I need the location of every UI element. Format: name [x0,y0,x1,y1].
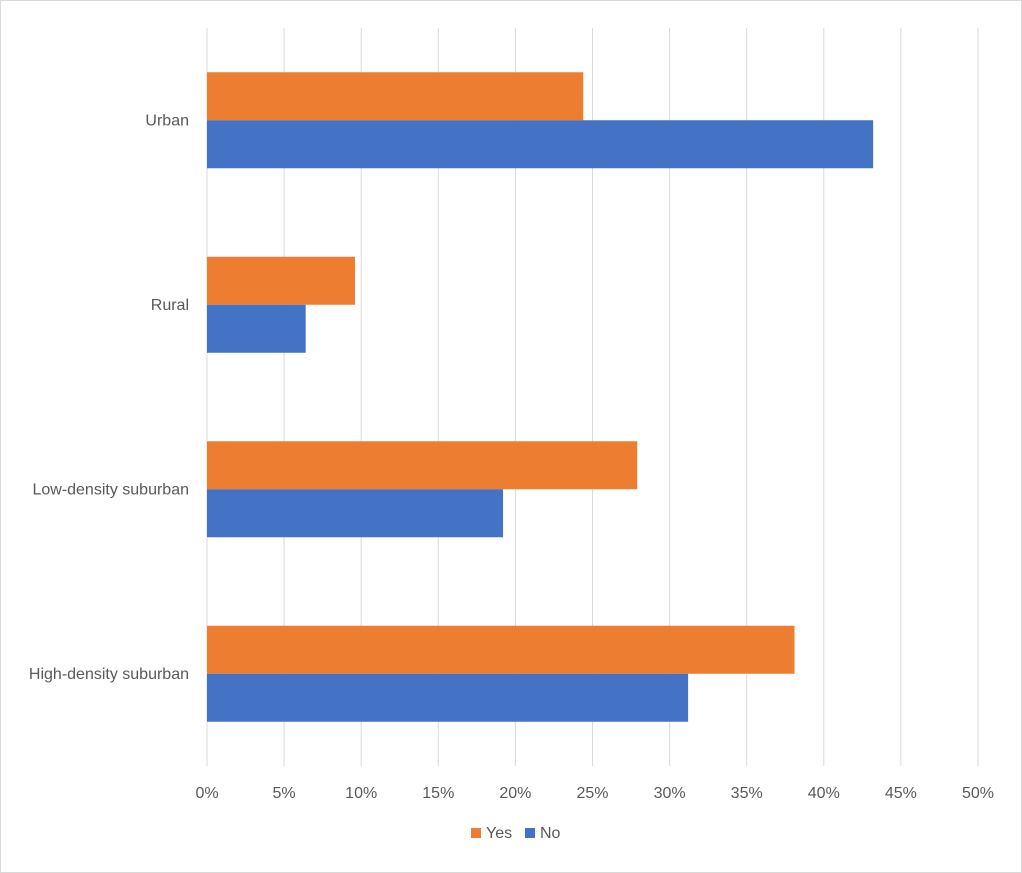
x-tick-label-5: 25% [576,785,608,802]
category-label-3: Urban [145,112,189,129]
bar-yes-0 [207,625,795,674]
legend-swatch-no [525,828,535,838]
bars [207,72,874,722]
x-axis-tick-labels: 0% 5% 10% 15% 20% 25% 30% 35% 40% 45% 50% [195,785,994,802]
bar-yes-2 [207,256,356,305]
legend-label-yes: Yes [486,825,512,842]
legend-swatch-yes [471,828,481,838]
category-label-2: Rural [151,297,189,314]
legend-label-no: No [540,825,561,842]
bar-no-2 [207,304,306,353]
bar-yes-3 [207,72,584,121]
category-label-0: High-density suburban [29,666,189,683]
x-tick-label-4: 20% [499,785,531,802]
category-labels: High-density suburban Low-density suburba… [29,112,189,683]
bar-no-1 [207,489,504,538]
x-tick-label-10: 50% [962,785,994,802]
x-tick-label-0: 0% [195,785,218,802]
bar-yes-1 [207,441,638,490]
x-tick-label-8: 40% [808,785,840,802]
x-tick-label-6: 30% [654,785,686,802]
x-tick-label-2: 10% [345,785,377,802]
bar-no-3 [207,120,874,169]
bar-no-0 [207,673,689,722]
x-tick-label-7: 35% [731,785,763,802]
legend: Yes No [471,825,561,842]
x-tick-label-9: 45% [885,785,917,802]
x-tick-label-1: 5% [273,785,296,802]
x-tick-label-3: 15% [422,785,454,802]
category-label-1: Low-density suburban [32,481,189,498]
